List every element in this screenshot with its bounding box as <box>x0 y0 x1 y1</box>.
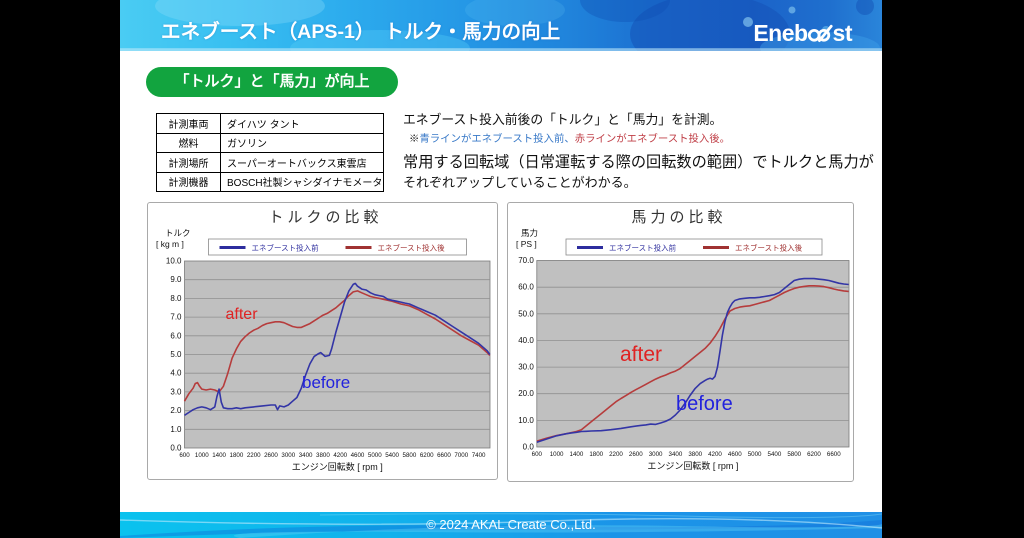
svg-text:1400: 1400 <box>570 451 584 458</box>
svg-text:エネブースト投入後: エネブースト投入後 <box>378 243 446 253</box>
svg-text:6600: 6600 <box>827 451 841 458</box>
svg-text:2.0: 2.0 <box>170 406 182 415</box>
svg-text:6.0: 6.0 <box>170 331 182 340</box>
svg-text:50.0: 50.0 <box>518 309 534 318</box>
svg-text:7400: 7400 <box>472 452 486 459</box>
svg-text:1000: 1000 <box>195 452 209 459</box>
svg-text:7000: 7000 <box>454 452 468 459</box>
svg-text:1800: 1800 <box>589 451 603 458</box>
svg-text:1000: 1000 <box>550 451 564 458</box>
svg-text:エンジン回転数 [ rpm ]: エンジン回転数 [ rpm ] <box>292 461 383 472</box>
svg-text:7.0: 7.0 <box>170 313 182 322</box>
svg-text:8.0: 8.0 <box>170 294 182 303</box>
svg-text:3400: 3400 <box>299 452 313 459</box>
svg-text:after: after <box>226 306 259 323</box>
svg-text:5000: 5000 <box>748 451 762 458</box>
svg-text:エネブースト投入後: エネブースト投入後 <box>735 243 803 253</box>
svg-text:1800: 1800 <box>230 452 244 459</box>
svg-text:5000: 5000 <box>368 452 382 459</box>
svg-text:馬力の比較: 馬力の比較 <box>631 208 726 226</box>
svg-text:4600: 4600 <box>351 452 365 459</box>
svg-text:4600: 4600 <box>728 451 742 458</box>
svg-text:2200: 2200 <box>247 452 261 459</box>
svg-text:600: 600 <box>532 451 543 458</box>
svg-text:5800: 5800 <box>787 451 801 458</box>
svg-text:トルク: トルク <box>165 228 191 238</box>
svg-text:600: 600 <box>179 452 190 459</box>
svg-text:2600: 2600 <box>264 452 278 459</box>
svg-text:5.0: 5.0 <box>170 350 182 359</box>
svg-text:3800: 3800 <box>316 452 330 459</box>
svg-text:エネブースト投入前: エネブースト投入前 <box>609 243 677 253</box>
svg-text:70.0: 70.0 <box>518 256 534 265</box>
svg-text:2600: 2600 <box>629 451 643 458</box>
svg-text:馬力: 馬力 <box>521 228 538 238</box>
svg-text:1.0: 1.0 <box>170 425 182 434</box>
svg-text:20.0: 20.0 <box>518 389 534 398</box>
svg-text:30.0: 30.0 <box>518 363 534 372</box>
svg-text:5400: 5400 <box>385 452 399 459</box>
svg-text:after: after <box>620 343 662 366</box>
svg-text:9.0: 9.0 <box>170 275 182 284</box>
svg-text:10.0: 10.0 <box>166 257 182 266</box>
svg-text:エネブースト投入前: エネブースト投入前 <box>252 243 320 253</box>
svg-text:3.0: 3.0 <box>170 387 182 396</box>
svg-text:40.0: 40.0 <box>518 336 534 345</box>
svg-text:4.0: 4.0 <box>170 369 182 378</box>
svg-text:[ kg m ]: [ kg m ] <box>156 239 184 249</box>
svg-text:3000: 3000 <box>649 451 663 458</box>
svg-text:3000: 3000 <box>281 452 295 459</box>
svg-text:5800: 5800 <box>403 452 417 459</box>
svg-text:1400: 1400 <box>212 452 226 459</box>
svg-text:6600: 6600 <box>437 452 451 459</box>
svg-text:before: before <box>302 373 350 392</box>
svg-text:60.0: 60.0 <box>518 283 534 292</box>
svg-text:4200: 4200 <box>333 452 347 459</box>
svg-text:6200: 6200 <box>420 452 434 459</box>
svg-text:トルクの比較: トルクの比較 <box>268 208 382 226</box>
svg-text:5400: 5400 <box>768 451 782 458</box>
svg-text:10.0: 10.0 <box>518 416 534 425</box>
svg-text:2200: 2200 <box>609 451 623 458</box>
svg-text:4200: 4200 <box>708 451 722 458</box>
svg-text:6200: 6200 <box>807 451 821 458</box>
svg-text:before: before <box>676 393 733 415</box>
svg-text:0.0: 0.0 <box>523 443 535 452</box>
svg-text:0.0: 0.0 <box>170 444 182 453</box>
svg-text:3800: 3800 <box>688 451 702 458</box>
svg-text:エンジン回転数 [ rpm ]: エンジン回転数 [ rpm ] <box>647 460 738 471</box>
svg-text:3400: 3400 <box>669 451 683 458</box>
svg-text:[ PS ]: [ PS ] <box>516 239 537 249</box>
